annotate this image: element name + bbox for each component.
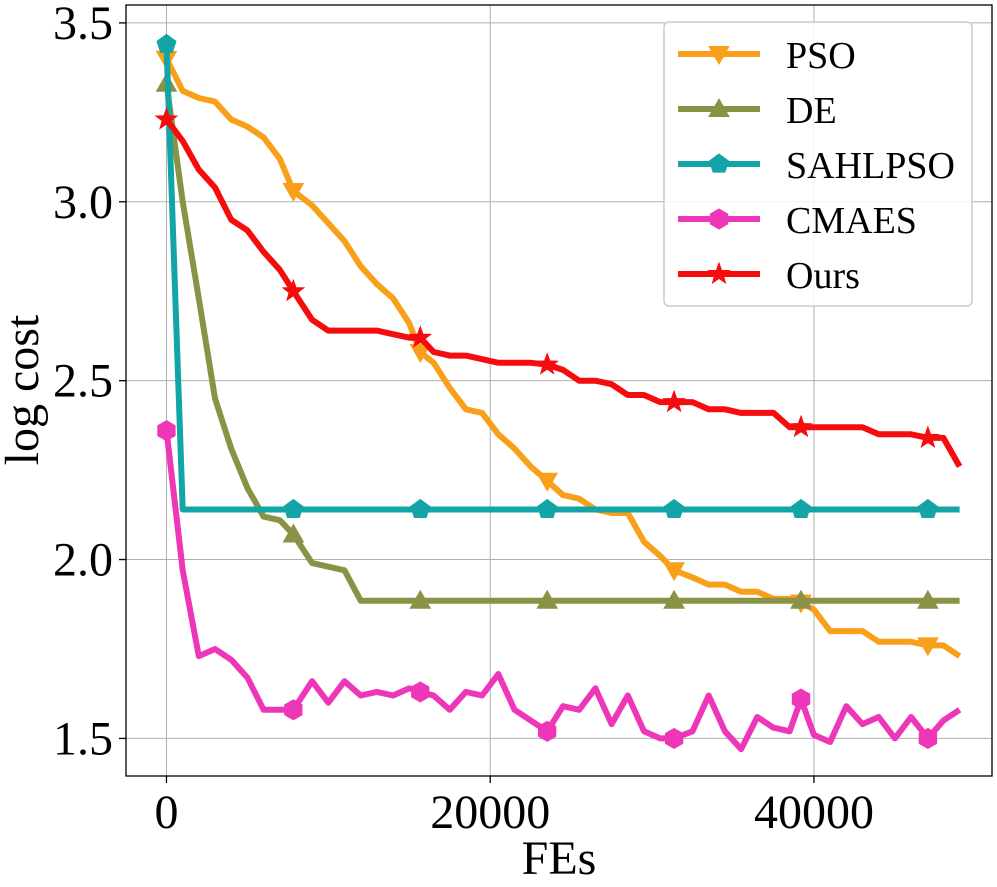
x-axis: 0 20000 40000	[154, 776, 874, 839]
series-line-cmaes	[163, 430, 962, 753]
legend-marker-ours	[707, 261, 731, 285]
data-point-sahlpso	[410, 498, 431, 518]
legend-marker-sahlpso	[708, 153, 730, 173]
plot-area	[154, 33, 963, 753]
legend-marker-de	[708, 97, 730, 117]
data-point-sahlpso	[790, 498, 812, 518]
data-point-sahlpso	[156, 33, 177, 53]
data-point-ours	[535, 352, 559, 375]
x-tick-label: 40000	[754, 786, 874, 839]
data-point-sahlpso	[664, 498, 685, 518]
data-point-ours	[281, 278, 306, 302]
data-point-cmaes	[918, 727, 938, 749]
legend-label-ours: Ours	[786, 255, 860, 297]
data-point-de	[536, 589, 559, 609]
series-sahlpso	[156, 33, 960, 518]
legend-label-pso: PSO	[786, 35, 856, 77]
series-line-pso	[163, 57, 962, 659]
x-axis-label: FEs	[522, 832, 597, 885]
y-axis-label: log cost	[0, 314, 49, 465]
data-point-de	[663, 589, 685, 609]
legend-label-cmaes: CMAES	[786, 200, 917, 242]
y-tick-label: 2.0	[53, 534, 113, 587]
legend-item-cmaes: CMAES	[678, 200, 917, 242]
y-tick-label: 1.5	[53, 712, 113, 765]
legend-item-de: DE	[678, 90, 837, 132]
data-point-cmaes	[411, 681, 430, 703]
x-tick-label: 0	[154, 786, 178, 839]
data-point-cmaes	[284, 699, 303, 721]
data-point-cmaes	[664, 727, 684, 749]
data-point-de	[409, 589, 432, 609]
data-point-sahlpso	[917, 498, 938, 518]
series-cmaes	[157, 420, 962, 753]
y-tick-label: 3.0	[53, 176, 113, 229]
legend-item-pso: PSO	[678, 35, 856, 77]
y-tick-label: 3.5	[53, 0, 113, 50]
data-point-ours	[154, 107, 179, 130]
data-point-ours	[662, 389, 687, 413]
legend-box	[663, 21, 973, 307]
legend-label-sahlpso: SAHLPSO	[786, 145, 955, 187]
data-point-de	[917, 589, 939, 609]
legend-item-sahlpso: SAHLPSO	[678, 145, 955, 187]
data-point-pso	[917, 637, 939, 657]
series-line-de	[163, 83, 960, 604]
series-line-ours	[164, 117, 963, 468]
series-line-sahlpso	[163, 44, 960, 513]
data-point-de	[282, 523, 305, 543]
legend-label-de: DE	[786, 90, 837, 132]
data-point-pso	[409, 344, 432, 364]
data-point-pso	[663, 562, 685, 582]
data-point-ours	[915, 425, 940, 448]
data-point-de	[790, 589, 812, 609]
legend-marker-cmaes	[709, 208, 729, 230]
series-de	[155, 72, 960, 609]
data-point-sahlpso	[537, 498, 558, 518]
axes-frame	[125, 4, 993, 777]
y-tick-label: 2.5	[53, 355, 113, 408]
data-point-cmaes	[791, 688, 811, 710]
data-point-sahlpso	[283, 498, 304, 518]
legend: PSO DE SAHLPSO CMAES Ours	[663, 21, 973, 307]
data-point-cmaes	[538, 720, 557, 742]
y-axis: 1.5 2.0 2.5 3.0 3.5	[53, 0, 126, 765]
data-point-pso	[536, 472, 559, 492]
data-point-ours	[408, 325, 433, 348]
data-point-cmaes	[157, 420, 176, 442]
data-point-ours	[789, 414, 813, 438]
x-tick-label: 20000	[430, 786, 550, 839]
legend-item-ours: Ours	[678, 255, 860, 297]
data-point-pso	[282, 183, 305, 203]
series-ours	[154, 107, 963, 468]
legend-marker-pso	[708, 46, 730, 66]
